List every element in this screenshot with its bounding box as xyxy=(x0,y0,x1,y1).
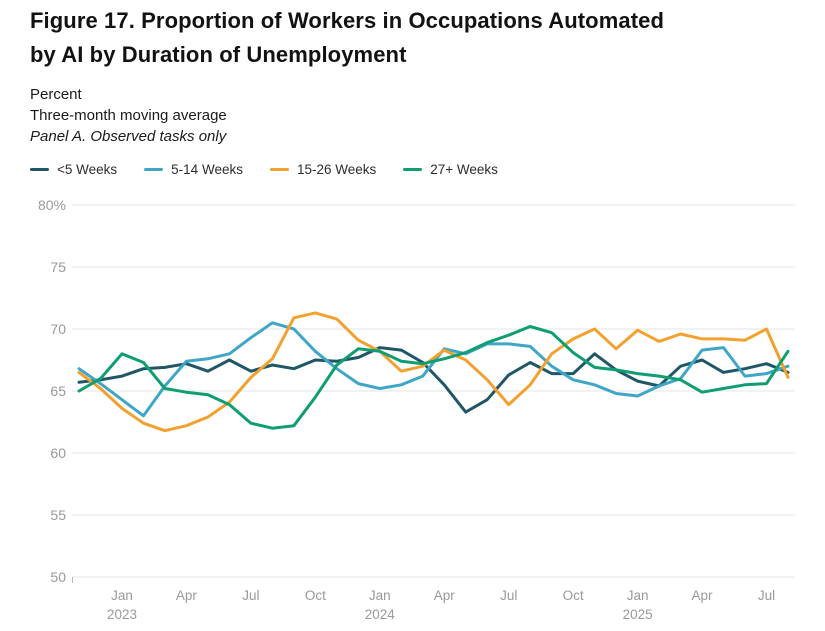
legend-item-3: 15-26 Weeks xyxy=(269,162,377,177)
x-axis-label-Apr: Apr xyxy=(176,588,198,603)
x-axis-label-Jul: Jul xyxy=(500,588,517,603)
y-axis-label-55: 55 xyxy=(50,507,66,523)
moving-average-note: Three-month moving average xyxy=(30,107,227,124)
legend-label: <5 Weeks xyxy=(57,162,118,177)
legend: <5 Weeks 5-14 Weeks 15-26 Weeks 27+ Weeks xyxy=(30,162,498,177)
legend-swatch-icon xyxy=(30,168,49,171)
x-axis-year-2025: 2025 xyxy=(623,607,653,622)
y-axis-label-70: 70 xyxy=(50,321,66,337)
y-axis-label-80: 80% xyxy=(38,197,66,213)
y-axis-unit-label: Percent xyxy=(30,86,82,103)
x-axis-label-Jan2024: Jan xyxy=(369,588,391,603)
x-axis-label-Apr: Apr xyxy=(692,588,714,603)
legend-swatch-icon xyxy=(269,168,289,171)
legend-item-4: 27+ Weeks xyxy=(403,162,498,177)
x-axis-label-Jul: Jul xyxy=(242,588,259,603)
x-axis-year-2023: 2023 xyxy=(107,607,137,622)
legend-label: 5-14 Weeks xyxy=(171,162,243,177)
x-axis-year-2024: 2024 xyxy=(365,607,396,622)
legend-label: 15-26 Weeks xyxy=(296,162,377,177)
x-axis-label-Jul: Jul xyxy=(758,588,775,603)
y-axis-label-65: 65 xyxy=(50,383,66,399)
legend-item-1: <5 Weeks xyxy=(30,162,117,177)
y-axis-label-75: 75 xyxy=(50,259,66,275)
figure-title-line2: by AI by Duration of Unemployment xyxy=(30,42,407,67)
figure-subtitles: Percent Three-month moving average Panel… xyxy=(30,84,227,147)
x-axis-label-Oct: Oct xyxy=(305,588,326,603)
x-axis-label-Jan2023: Jan xyxy=(111,588,133,603)
y-axis-label-50: 50 xyxy=(50,569,66,585)
series-line-5-14-weeks xyxy=(77,321,790,418)
x-axis-label-Jan2025: Jan xyxy=(627,588,649,603)
series-line--5-weeks xyxy=(77,346,790,414)
y-axis-label-60: 60 xyxy=(50,445,66,461)
legend-item-2: 5-14 Weeks xyxy=(144,162,243,177)
legend-swatch-icon xyxy=(144,168,164,171)
x-axis-label-Oct: Oct xyxy=(563,588,584,603)
figure-title: Figure 17. Proportion of Workers in Occu… xyxy=(30,4,810,72)
series-line-15-26-weeks xyxy=(77,311,790,433)
legend-label: 27+ Weeks xyxy=(430,162,498,177)
series-line-27-weeks xyxy=(77,325,790,430)
figure-title-line1: Figure 17. Proportion of Workers in Occu… xyxy=(30,8,664,33)
x-axis-label-Apr: Apr xyxy=(434,588,456,603)
panel-label: Panel A. Observed tasks only xyxy=(30,128,227,145)
legend-swatch-icon xyxy=(403,168,423,171)
